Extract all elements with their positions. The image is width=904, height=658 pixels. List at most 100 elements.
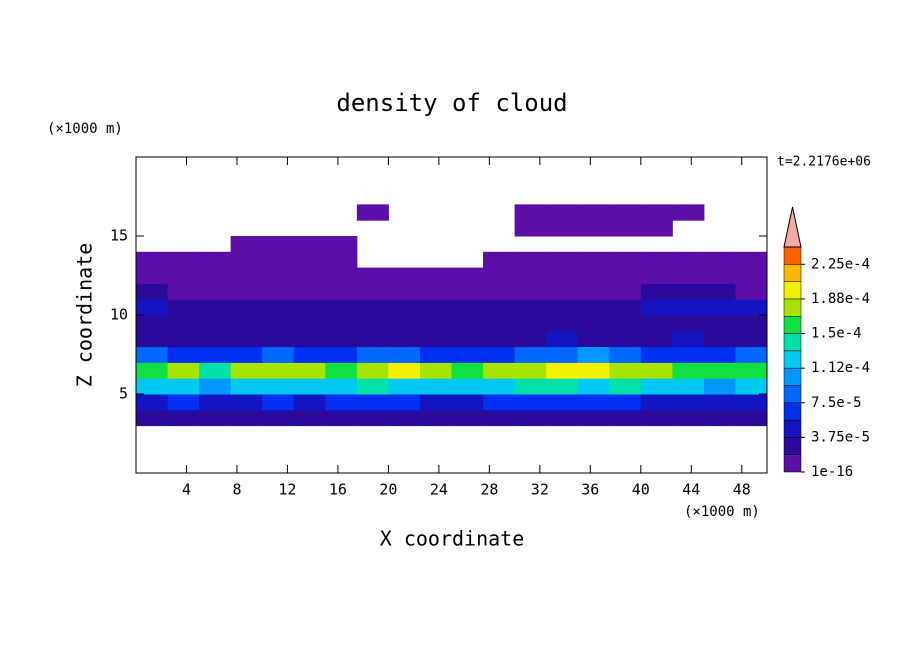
colorbar-segment — [783, 246, 802, 265]
contour-cell — [293, 315, 326, 332]
contour-cell — [483, 267, 516, 284]
contour-cell — [325, 394, 358, 411]
contour-cell — [167, 299, 200, 316]
contour-cell — [672, 204, 705, 221]
contour-cell — [199, 409, 232, 427]
contour-cell — [356, 315, 389, 332]
contour-cell — [136, 330, 169, 348]
time-label: t=2.2176e+06 — [777, 155, 871, 170]
colorbar-segment — [783, 437, 802, 455]
contour-cell — [735, 378, 768, 395]
contour-cell — [483, 346, 516, 363]
contour-cell — [451, 409, 484, 427]
contour-cell — [672, 346, 705, 363]
contour-cell — [514, 315, 547, 332]
y-unit: (×1000 m) — [47, 121, 123, 137]
contour-cell — [388, 267, 421, 284]
contour-cell — [514, 346, 547, 363]
contour-cell — [451, 299, 484, 316]
contour-cell — [735, 267, 768, 284]
contour-cell — [167, 267, 200, 284]
contour-cell — [703, 251, 736, 269]
contour-cell — [640, 394, 673, 411]
contour-cell — [577, 220, 610, 237]
colorbar-segment — [783, 264, 802, 282]
contour-cell — [293, 394, 326, 411]
contour-cell — [293, 283, 326, 300]
contour-cell — [703, 283, 736, 300]
colorbar-segment — [783, 402, 802, 421]
contour-cell — [356, 267, 389, 284]
contour-cell — [483, 299, 516, 316]
contour-cell — [419, 267, 452, 284]
contour-cell — [514, 267, 547, 284]
contour-cell — [167, 330, 200, 348]
contour-cell — [577, 204, 610, 221]
contour-cell — [230, 267, 263, 284]
contour-cell — [640, 283, 673, 300]
contour-cell — [577, 267, 610, 284]
contour-cell — [609, 362, 642, 379]
contour-cell — [703, 362, 736, 379]
contour-cell — [325, 236, 358, 253]
contour-cell — [546, 283, 579, 300]
contour-cell — [451, 346, 484, 363]
contour-cell — [546, 204, 579, 221]
contour-cell — [609, 330, 642, 348]
contour-cell — [546, 267, 579, 284]
contour-cell — [419, 315, 452, 332]
colorbar-tick-label: 1.88e-4 — [811, 291, 870, 307]
y-tick-label: 5 — [119, 385, 128, 403]
contour-cell — [703, 409, 736, 427]
contour-cell — [609, 346, 642, 363]
contour-cell — [199, 378, 232, 395]
contour-cell — [514, 409, 547, 427]
contour-cell — [672, 362, 705, 379]
contour-cell — [230, 251, 263, 269]
contour-cell — [577, 330, 610, 348]
contour-cell — [167, 394, 200, 411]
colorbar-segment — [783, 419, 802, 438]
contour-cell — [199, 330, 232, 348]
colorbar-segment — [783, 367, 802, 386]
contour-cell — [735, 330, 768, 348]
contour-cell — [419, 394, 452, 411]
contour-cell — [546, 409, 579, 427]
contour-cell — [514, 283, 547, 300]
contour-cell — [483, 378, 516, 395]
contour-cell — [293, 362, 326, 379]
contour-cell — [262, 346, 295, 363]
contour-cell — [293, 346, 326, 363]
contour-cell — [451, 315, 484, 332]
contour-cell — [199, 394, 232, 411]
contour-cell — [735, 283, 768, 300]
contour-cell — [546, 330, 579, 348]
contour-cell — [546, 362, 579, 379]
contour-cell — [640, 378, 673, 395]
contour-cell — [640, 251, 673, 269]
contour-cell — [735, 299, 768, 316]
contour-cell — [703, 267, 736, 284]
contour-cell — [167, 315, 200, 332]
contour-cell — [356, 330, 389, 348]
contour-cell — [325, 409, 358, 427]
contour-cell — [388, 394, 421, 411]
contour-cell — [262, 315, 295, 332]
contour-cell — [451, 378, 484, 395]
contour-cell — [577, 378, 610, 395]
contour-cell — [514, 394, 547, 411]
contour-cell — [167, 409, 200, 427]
contour-cell — [577, 315, 610, 332]
colorbar-segment — [783, 385, 802, 404]
contour-cell — [609, 220, 642, 237]
contour-cell — [451, 283, 484, 300]
contour-cell — [230, 283, 263, 300]
contour-cell — [388, 283, 421, 300]
colorbar-tick-label: 1.12e-4 — [811, 360, 870, 376]
contour-cell — [483, 409, 516, 427]
contour-cell — [262, 267, 295, 284]
contour-cell — [136, 283, 169, 300]
contour-cell — [514, 204, 547, 221]
contour-cell — [703, 378, 736, 395]
y-axis-label: Z coordinate — [73, 243, 97, 388]
